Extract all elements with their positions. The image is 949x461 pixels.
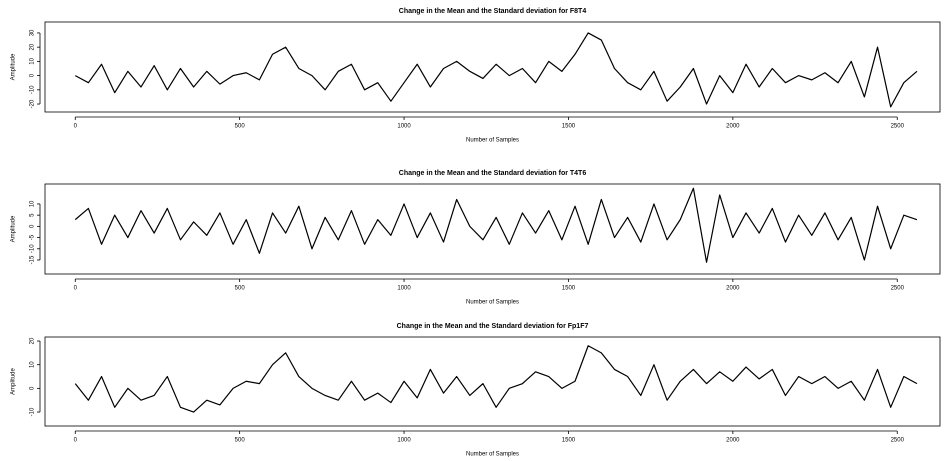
x-tick-label: 500 [235,124,246,130]
signal-line [74,187,918,263]
y-tick-label: 30 [30,29,36,36]
y-tick-label: -15 [30,255,36,264]
x-tick-label: 500 [235,286,246,292]
y-axis-label: Amplitude [11,53,17,80]
x-tick-label: 2500 [891,286,905,292]
chart-title: Change in the Mean and the Standard devi… [399,8,587,15]
y-tick-label: -10 [30,407,36,416]
x-tick-label: 1500 [562,286,576,292]
x-axis-label: Number of Samples [466,300,519,306]
x-tick-label: 2000 [726,286,740,292]
x-tick-label: 0 [74,124,78,130]
x-tick-label: 1500 [562,438,576,444]
x-tick-label: 2500 [891,438,905,444]
x-tick-label: 0 [74,438,78,444]
y-tick-label: 10 [30,57,36,64]
plot-box [44,183,941,275]
x-tick-label: 2000 [726,124,740,130]
x-tick-label: 500 [235,438,246,444]
x-axis-label: Number of Samples [466,452,519,458]
y-tick-label: -20 [30,99,36,108]
y-axis-label: Amplitude [11,368,17,395]
y-tick-label: -5 [30,234,36,240]
y-tick-label: 10 [30,200,36,207]
plot-box [44,21,941,113]
y-tick-label: 0 [30,224,36,228]
x-tick-label: 1000 [397,124,411,130]
y-tick-label: 10 [30,361,36,368]
x-tick-label: 0 [74,286,78,292]
y-tick-label: -10 [30,244,36,253]
y-tick-label: 20 [30,43,36,50]
chart-title: Change in the Mean and the Standard devi… [397,323,589,330]
x-tick-label: 2500 [891,124,905,130]
plot-box [44,336,941,427]
y-tick-label: 0 [30,386,36,390]
y-tick-label: 0 [30,73,36,77]
x-tick-label: 1000 [397,286,411,292]
chart-title: Change in the Mean and the Standard devi… [399,170,587,177]
signal-line [74,345,918,413]
y-tick-label: 5 [30,213,36,217]
x-axis-label: Number of Samples [466,138,519,144]
y-axis-label: Amplitude [11,215,17,242]
x-tick-label: 2000 [726,438,740,444]
x-tick-label: 1000 [397,438,411,444]
y-tick-label: 20 [30,337,36,344]
x-tick-label: 1500 [562,124,576,130]
y-tick-label: -10 [30,85,36,94]
signal-line [74,32,918,108]
